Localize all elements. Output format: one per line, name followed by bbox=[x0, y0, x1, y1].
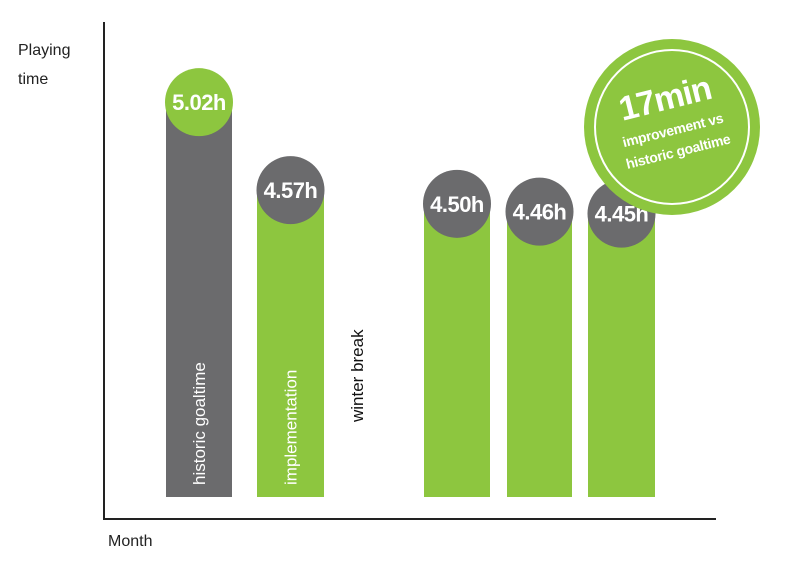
y-axis-title-line1: Playing bbox=[18, 42, 70, 59]
bar bbox=[424, 203, 490, 497]
y-axis-title-line2: time bbox=[18, 71, 48, 88]
winter-break-label: winter break bbox=[348, 329, 367, 423]
value-bubble bbox=[423, 169, 491, 238]
value-bubble bbox=[505, 177, 574, 246]
bars-layer: 5.02h historic goaltime 4.57h implementatio… bbox=[165, 68, 656, 498]
category-label: implementation bbox=[282, 370, 301, 485]
bar bbox=[257, 190, 324, 498]
bar bbox=[588, 213, 655, 497]
improvement-badge: 17min improvement vs historic goaltime bbox=[584, 39, 760, 215]
bar bbox=[507, 211, 572, 498]
value-label: 4.50h bbox=[430, 192, 484, 217]
value-bubble bbox=[256, 156, 325, 225]
bar bbox=[166, 102, 232, 497]
category-label: historic goaltime bbox=[190, 362, 209, 485]
value-label: 4.46h bbox=[513, 200, 567, 225]
value-label: 4.57h bbox=[264, 178, 318, 203]
improvement-badge-ring bbox=[594, 49, 750, 205]
x-axis-title: Month bbox=[108, 533, 152, 550]
improvement-badge-circle bbox=[584, 39, 760, 215]
value-bubble bbox=[165, 68, 233, 137]
value-label: 5.02h bbox=[172, 90, 226, 115]
